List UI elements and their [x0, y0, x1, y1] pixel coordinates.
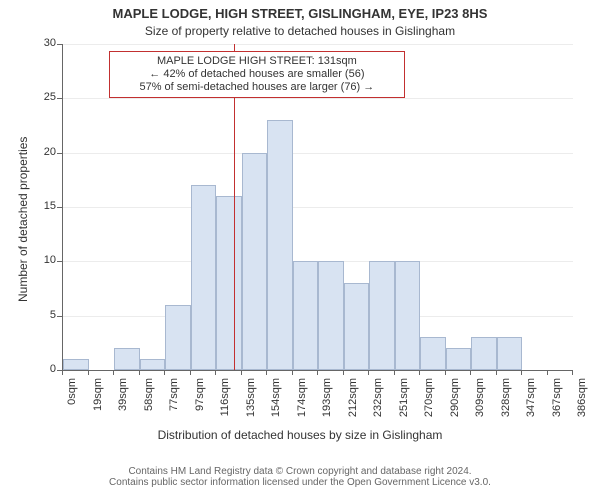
histogram-bar: [191, 185, 217, 370]
y-axis-label: Number of detached properties: [16, 137, 30, 302]
x-tick-label: 309sqm: [474, 378, 486, 428]
histogram-bar: [471, 337, 497, 370]
x-tick-label: 328sqm: [500, 378, 512, 428]
y-tick-label: 5: [32, 309, 56, 321]
y-tick-label: 15: [32, 200, 56, 212]
histogram-bar: [293, 261, 319, 370]
y-tick-label: 20: [32, 146, 56, 158]
x-tick-label: 19sqm: [92, 378, 104, 428]
histogram-bar: [344, 283, 370, 370]
histogram-bar: [114, 348, 140, 370]
annotation-line: 57% of semi-detached houses are larger (…: [116, 81, 398, 94]
histogram-bar: [242, 153, 268, 370]
x-tick-label: 212sqm: [347, 378, 359, 428]
annotation-box: MAPLE LODGE HIGH STREET: 131sqm← 42% of …: [109, 51, 405, 99]
footer-line: Contains public sector information licen…: [0, 477, 600, 488]
x-tick-label: 77sqm: [168, 378, 180, 428]
plot-area: MAPLE LODGE HIGH STREET: 131sqm← 42% of …: [62, 44, 573, 371]
histogram-bar: [63, 359, 89, 370]
x-tick-label: 270sqm: [423, 378, 435, 428]
x-tick-label: 135sqm: [245, 378, 257, 428]
x-tick-label: 39sqm: [117, 378, 129, 428]
histogram-bar: [216, 196, 242, 370]
x-tick-label: 347sqm: [525, 378, 537, 428]
x-tick-label: 367sqm: [551, 378, 563, 428]
x-tick-label: 116sqm: [219, 378, 231, 428]
annotation-line: MAPLE LODGE HIGH STREET: 131sqm: [116, 55, 398, 68]
x-tick-label: 232sqm: [372, 378, 384, 428]
histogram-bar: [140, 359, 166, 370]
histogram-bar: [497, 337, 523, 370]
y-tick-label: 25: [32, 91, 56, 103]
x-axis-label: Distribution of detached houses by size …: [0, 428, 600, 442]
histogram-bar: [369, 261, 395, 370]
x-tick-label: 251sqm: [398, 378, 410, 428]
histogram-bar: [395, 261, 421, 370]
y-tick-label: 0: [32, 363, 56, 375]
y-tick-label: 10: [32, 254, 56, 266]
x-tick-label: 386sqm: [576, 378, 588, 428]
histogram-bar: [267, 120, 293, 370]
x-tick-label: 0sqm: [66, 378, 78, 428]
histogram-bar: [318, 261, 344, 370]
histogram-bar: [165, 305, 191, 370]
chart-subtitle: Size of property relative to detached ho…: [0, 24, 600, 38]
x-tick-label: 97sqm: [194, 378, 206, 428]
y-tick-label: 30: [32, 37, 56, 49]
footer-text: Contains HM Land Registry data © Crown c…: [0, 466, 600, 488]
chart-title: MAPLE LODGE, HIGH STREET, GISLINGHAM, EY…: [0, 6, 600, 21]
x-tick-label: 290sqm: [449, 378, 461, 428]
annotation-line: ← 42% of detached houses are smaller (56…: [116, 68, 398, 81]
histogram-bar: [446, 348, 472, 370]
x-tick-label: 193sqm: [321, 378, 333, 428]
x-tick-label: 174sqm: [296, 378, 308, 428]
histogram-bar: [420, 337, 446, 370]
footer-line: Contains HM Land Registry data © Crown c…: [0, 466, 600, 477]
x-tick-label: 58sqm: [143, 378, 155, 428]
x-tick-label: 154sqm: [270, 378, 282, 428]
